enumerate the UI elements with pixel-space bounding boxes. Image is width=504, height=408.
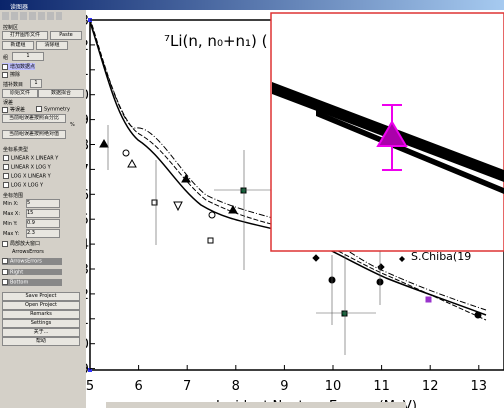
checkbox[interactable]: 局部放大窗口 [2,240,40,247]
button[interactable]: 当前组误差按照绝对值 [2,130,66,139]
section-label: 坐标范围 [3,193,24,199]
label: % [70,122,75,128]
button[interactable]: 打开图形文件 [2,31,48,40]
button[interactable]: Remarks [2,310,80,319]
section-label: 坐标系类型 [3,147,29,153]
curve [89,19,487,311]
curves [89,17,487,321]
y-tick-label: 0 [86,88,89,104]
checkbox[interactable]: ArrowsErrors [2,258,62,265]
button[interactable]: 新建组 [2,41,34,50]
label: Max X: [3,211,21,217]
marker [474,311,482,319]
y-tick-label: 8 [86,138,89,154]
x-tick-label: 10 [325,379,342,394]
section-label: 误差 [3,100,14,106]
input[interactable]: 15 [26,209,60,218]
x-tick-label: 5 [86,379,94,394]
title-bar: 读图器 [0,0,504,11]
ticks: 5678910111213321098765432109 [86,13,487,394]
label: Min X: [3,201,19,207]
y-tick-label: 2 [86,287,89,303]
button[interactable]: 原始文件 [2,89,38,98]
chart: ⁷Li(n, n₀+n₁) ( S.Chiba(19 Incident Neut… [86,10,504,408]
y-tick-label: 9 [86,113,89,129]
marker [99,138,109,148]
marker [240,187,247,194]
x-tick-label: 8 [232,379,240,394]
marker [228,204,238,214]
marker [122,149,130,157]
section-label: 控制区 [3,25,19,31]
button[interactable]: 关于... [2,328,80,337]
radio[interactable]: LINEAR X LOG Y [3,164,51,171]
y-tick-label: 2 [86,38,89,54]
y-tick-label: 1 [86,312,89,328]
button[interactable]: Open Project [2,301,80,310]
marker [207,237,214,244]
y-tick-label: 3 [86,262,89,278]
y-tick-label: 7 [86,162,89,178]
scrollbar[interactable] [106,402,406,408]
button[interactable]: 数据拟合 [38,89,84,98]
input[interactable]: 2.3 [26,229,60,238]
input[interactable]: 0.9 [26,219,60,228]
marker [377,263,385,271]
radio[interactable]: LOG X LINEAR Y [3,173,51,180]
marker [425,296,432,303]
checkbox[interactable]: 等误差 [2,106,25,113]
marker [127,158,137,168]
button[interactable]: 当前组误差按照百分比 [2,114,66,123]
legend-entry: S.Chiba(19 [411,250,471,263]
y-tick-label: 1 [86,63,89,79]
button[interactable]: 清除组 [36,41,68,50]
zoom-window [270,12,504,252]
checkbox[interactable]: 增加数据点 [2,63,36,70]
chart-title: ⁷Li(n, n₀+n₁) ( [164,32,268,50]
x-tick-label: 12 [422,379,439,394]
x-tick-label: 9 [280,379,288,394]
y-tick-label: 4 [86,237,89,253]
checkbox[interactable]: Right [2,268,62,275]
window-title: 读图器 [10,4,29,11]
y-tick-label: 5 [86,212,89,228]
checkbox[interactable]: 擦除 [2,71,20,78]
button[interactable]: Paste [50,31,82,40]
x-tick-label: 11 [373,379,390,394]
x-tick-label: 7 [183,379,191,394]
input[interactable]: 5 [26,199,60,208]
radio[interactable]: LINEAR X LINEAR Y [3,155,58,162]
y-tick-label: 6 [86,187,89,203]
label: Min Y: [3,221,18,227]
marker [341,310,348,317]
label: ArrowsErrors [12,249,44,255]
marker [151,199,158,206]
label: Max Y: [3,231,20,237]
marker [181,173,191,183]
button[interactable]: 帮助 [2,337,80,346]
y-tick-label: 0 [86,337,89,353]
y-tick-label: 9 [86,362,89,378]
x-tick-label: 6 [134,379,142,394]
legend-marker [399,256,405,262]
checkbox[interactable]: Bottom [2,279,62,286]
marker [208,211,216,219]
select[interactable]: 1 [12,52,44,61]
curve [89,21,487,316]
label: 插补数目 [3,82,24,88]
input[interactable]: 1 [30,79,42,88]
marker [173,201,183,212]
button[interactable]: Settings [2,319,80,328]
marker [312,254,320,262]
button[interactable]: Save Project [2,292,80,301]
toolbar [2,12,62,20]
y-tick-label: 3 [86,13,89,29]
x-tick-label: 13 [471,379,488,394]
label: 组 [3,55,9,61]
radio[interactable]: LOG X LOG Y [3,182,43,189]
checkbox[interactable]: Symmetry [36,106,70,113]
